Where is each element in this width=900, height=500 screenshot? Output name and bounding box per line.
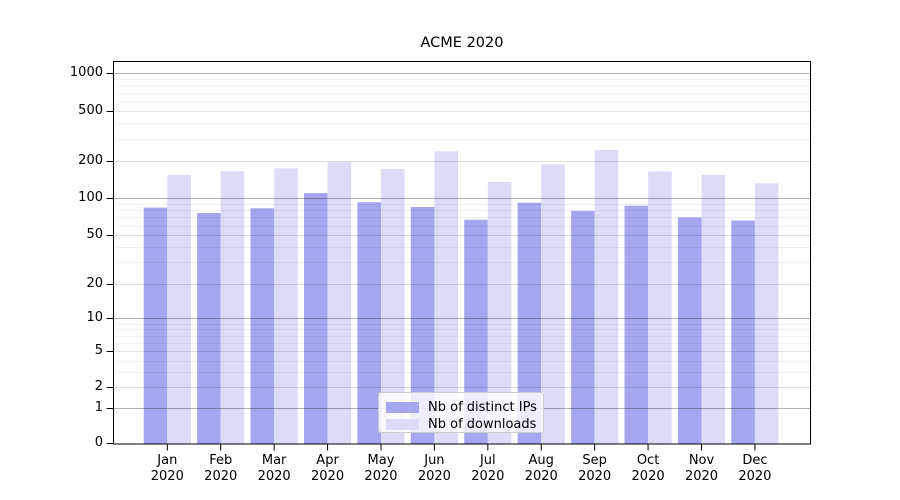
y-tick-label-500: 500 — [78, 103, 103, 118]
legend-swatch-distinct-ips — [386, 401, 419, 413]
x-tick-label-jul: Jul 2020 — [471, 453, 505, 484]
plot-border — [113, 61, 811, 445]
x-tick-label-dec: Dec 2020 — [738, 453, 772, 484]
bar-downloads-jan — [167, 174, 191, 445]
bar-ips-jun — [410, 207, 435, 445]
y-tick-label-1000: 1000 — [69, 65, 103, 80]
bar-ips-jul — [464, 219, 488, 445]
bar-downloads-dec — [754, 183, 779, 445]
bar-downloads-aug — [541, 164, 565, 445]
bar-downloads-feb — [220, 171, 245, 445]
bar-downloads-mar — [274, 168, 298, 445]
y-tick-label-0: 0 — [94, 435, 103, 450]
bar-downloads-oct — [648, 171, 672, 445]
y-tick-label-200: 200 — [78, 153, 103, 168]
legend-swatch-downloads — [386, 418, 419, 430]
legend-label-distinct-ips: Nb of distinct IPs — [428, 399, 537, 415]
legend-label-downloads: Nb of downloads — [428, 416, 537, 432]
legend-item-distinct-ips: Nb of distinct IPs — [386, 399, 537, 415]
y-tick-label-20: 20 — [86, 276, 103, 291]
bar-ips-apr — [304, 193, 328, 445]
x-tick-label-mar: Mar 2020 — [257, 453, 291, 484]
legend-item-downloads: Nb of downloads — [386, 416, 537, 432]
bar-ips-oct — [624, 205, 649, 445]
bar-downloads-may — [381, 168, 405, 445]
legend: Nb of distinct IPs Nb of downloads — [378, 392, 544, 433]
x-tick-label-jan: Jan 2020 — [150, 453, 184, 484]
bar-ips-nov — [677, 217, 702, 445]
x-tick-label-nov: Nov 2020 — [684, 453, 719, 484]
x-tick-label-apr: Apr 2020 — [311, 453, 345, 484]
y-tick-label-10: 10 — [86, 310, 103, 325]
chart-title: ACME 2020 — [420, 35, 504, 51]
bar-downloads-sep — [594, 150, 619, 445]
y-tick-label-5: 5 — [94, 343, 103, 358]
bar-ips-aug — [517, 202, 542, 445]
x-tick-label-sep: Sep 2020 — [578, 453, 612, 484]
bar-ips-may — [357, 202, 381, 445]
bar-ips-sep — [571, 210, 595, 445]
x-tick-label-jun: Jun 2020 — [417, 453, 451, 484]
bar-ips-dec — [731, 220, 755, 445]
bar-ips-jan — [143, 207, 168, 445]
x-tick-label-may: May 2020 — [364, 453, 398, 484]
x-tick-label-feb: Feb 2020 — [204, 453, 238, 484]
x-tick-label-oct: Oct 2020 — [631, 453, 665, 484]
y-tick-label-50: 50 — [86, 227, 103, 242]
bar-ips-feb — [197, 213, 221, 445]
y-tick-label-1: 1 — [94, 400, 103, 415]
y-tick-label-2: 2 — [94, 379, 103, 394]
bar-downloads-nov — [701, 174, 726, 445]
y-tick-label-100: 100 — [78, 190, 103, 205]
bar-downloads-jun — [434, 151, 458, 445]
bar-downloads-jul — [487, 182, 512, 445]
x-tick-label-aug: Aug 2020 — [524, 453, 558, 484]
bar-downloads-apr — [327, 161, 352, 445]
bar-ips-mar — [250, 208, 275, 445]
